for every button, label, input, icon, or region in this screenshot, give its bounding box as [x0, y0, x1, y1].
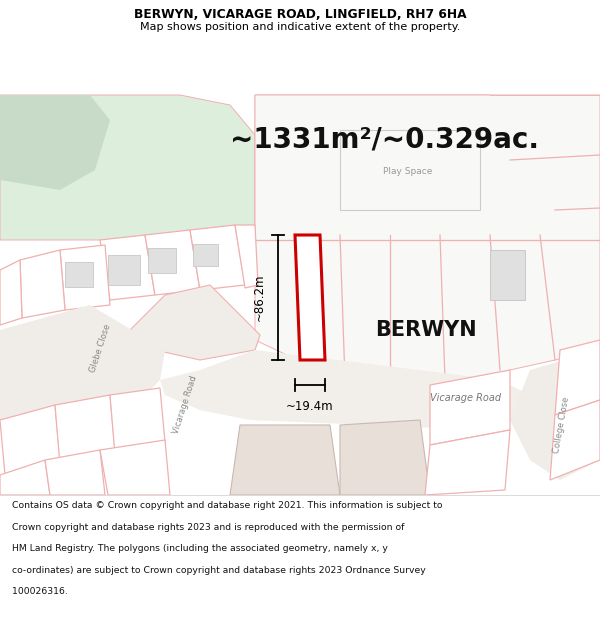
FancyBboxPatch shape	[108, 255, 140, 285]
Polygon shape	[160, 350, 540, 430]
FancyBboxPatch shape	[148, 248, 176, 273]
Polygon shape	[130, 285, 260, 360]
Polygon shape	[145, 230, 200, 295]
Text: ~86.2m: ~86.2m	[253, 274, 266, 321]
Polygon shape	[255, 95, 510, 240]
Polygon shape	[0, 95, 110, 190]
Polygon shape	[190, 225, 245, 290]
Polygon shape	[555, 340, 600, 415]
Polygon shape	[235, 225, 258, 288]
Polygon shape	[550, 400, 600, 480]
Text: ~19.4m: ~19.4m	[286, 400, 334, 413]
Text: College Close: College Close	[553, 396, 571, 454]
Polygon shape	[0, 260, 22, 325]
Polygon shape	[45, 450, 105, 495]
Polygon shape	[425, 430, 510, 495]
Polygon shape	[110, 388, 165, 455]
Text: Vicarage Road: Vicarage Road	[172, 375, 199, 435]
FancyBboxPatch shape	[65, 262, 93, 287]
Polygon shape	[0, 460, 50, 495]
Polygon shape	[100, 440, 170, 495]
Polygon shape	[230, 425, 340, 495]
Polygon shape	[430, 370, 510, 445]
Polygon shape	[0, 95, 255, 250]
Text: BERWYN, VICARAGE ROAD, LINGFIELD, RH7 6HA: BERWYN, VICARAGE ROAD, LINGFIELD, RH7 6H…	[134, 8, 466, 21]
Text: Vicarage Road: Vicarage Road	[430, 393, 501, 403]
Text: Glebe Close: Glebe Close	[88, 322, 112, 373]
Polygon shape	[55, 395, 115, 465]
FancyBboxPatch shape	[490, 250, 525, 300]
Polygon shape	[0, 305, 165, 440]
Polygon shape	[255, 95, 600, 385]
Polygon shape	[340, 420, 430, 495]
Polygon shape	[60, 245, 110, 310]
Text: 100026316.: 100026316.	[12, 588, 68, 596]
Text: Crown copyright and database rights 2023 and is reproduced with the permission o: Crown copyright and database rights 2023…	[12, 523, 404, 532]
Text: Map shows position and indicative extent of the property.: Map shows position and indicative extent…	[140, 22, 460, 32]
Polygon shape	[0, 405, 60, 475]
Text: Play Space: Play Space	[383, 168, 433, 176]
Text: co-ordinates) are subject to Crown copyright and database rights 2023 Ordnance S: co-ordinates) are subject to Crown copyr…	[12, 566, 426, 575]
FancyBboxPatch shape	[193, 244, 218, 266]
Text: ~1331m²/~0.329ac.: ~1331m²/~0.329ac.	[230, 126, 539, 154]
Text: BERWYN: BERWYN	[375, 320, 476, 340]
Polygon shape	[510, 350, 600, 480]
Polygon shape	[100, 235, 155, 300]
Polygon shape	[295, 235, 325, 360]
Polygon shape	[20, 250, 65, 318]
Text: HM Land Registry. The polygons (including the associated geometry, namely x, y: HM Land Registry. The polygons (includin…	[12, 544, 388, 553]
Text: Contains OS data © Crown copyright and database right 2021. This information is : Contains OS data © Crown copyright and d…	[12, 501, 443, 511]
